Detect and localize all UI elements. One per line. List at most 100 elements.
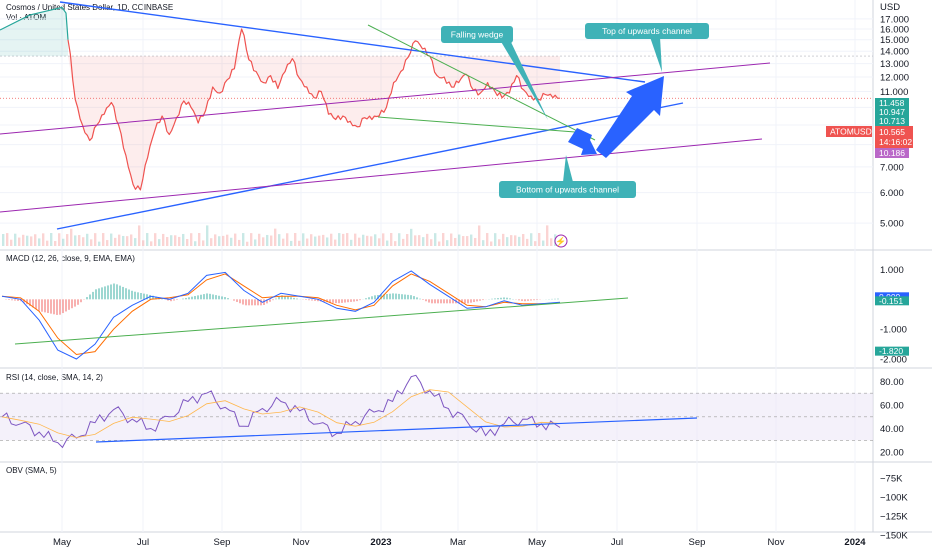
volume-bar [2,234,5,246]
volume-bar [290,240,293,246]
obv-y-tick: −150K [880,531,908,542]
macd-histogram-bar [161,298,163,300]
volume-bar [102,233,105,246]
macd-histogram-bar [500,297,502,300]
volume-bar [118,234,121,246]
volume-bar [366,235,369,246]
macd-histogram-bar [143,293,145,300]
wedge-upper-line [367,24,596,141]
volume-bar [418,235,421,246]
volume-bar [174,235,177,246]
callout-falling-wedge-pointer [500,40,548,120]
macd-histogram-bar [140,292,142,300]
volume-bar [414,235,417,246]
volume-bar [402,238,405,246]
volume-bar [346,233,349,246]
channel-bottom-line [0,138,763,213]
macd-histogram-bar [371,296,373,300]
macd-histogram-bar [341,299,343,303]
price-badge [875,148,909,158]
macd-histogram-bar [80,299,82,303]
volume-bar [502,233,505,246]
macd-histogram-bar [524,299,526,302]
down-arrow [568,128,597,155]
macd-histogram-bar [221,296,223,300]
volume-bar [30,236,33,246]
macd-histogram-bar [278,296,280,300]
macd-histogram-bar [242,299,244,305]
volume-bar [322,234,325,246]
volume-bar [442,233,445,246]
macd-histogram-bar [185,297,187,300]
macd-histogram-bar [119,285,121,300]
volume-bar [126,236,129,246]
volume-bar [286,233,289,246]
volume-bar [110,233,113,246]
price-area-above [0,7,68,57]
volume-bar [454,237,457,246]
macd-histogram-bar [53,299,55,315]
macd-histogram-bar [272,299,274,301]
macd-histogram-bar [191,296,193,300]
price-y-tick: 15.000 [880,35,909,46]
volume-bar [530,233,533,246]
macd-histogram-bar [257,299,259,306]
macd-histogram-bar [404,294,406,300]
volume-bar [426,233,429,246]
volume-bar [334,239,337,246]
macd-histogram-bar [203,294,205,300]
macd-badge [875,346,909,356]
callout-top-channel: Top of upwards channel [585,23,709,72]
macd-histogram-bar [137,292,139,300]
macd-histogram-bar [38,299,40,311]
macd-histogram-bar [32,299,34,308]
event-marker-glyph: ⚡ [555,236,566,248]
macd-histogram-bar [218,295,220,300]
volume-bar [66,234,69,246]
macd-histogram-bar [95,289,97,300]
volume-bar [462,236,465,246]
volume-bar [194,241,197,246]
price-badge [875,116,909,126]
macd-histogram-bar [401,294,403,300]
volume-bar [78,235,81,246]
macd-histogram-bar [29,299,31,306]
macd-histogram-bar [479,299,481,301]
obv-y-tick: −75K [880,474,903,485]
volume-bar [230,237,233,246]
volume-bar [294,233,297,246]
macd-histogram-bar [173,299,175,301]
volume-bar [458,234,461,246]
x-tick-label: 2023 [370,537,391,548]
volume-bar [14,233,17,246]
volume-bar [282,238,285,246]
macd-histogram-bar [41,299,43,312]
macd-histogram-bar [50,299,52,314]
volume-bar [26,235,29,246]
volume-bar [90,239,93,246]
macd-histogram-bar [188,297,190,300]
macd-histogram-bar [389,293,391,300]
macd-histogram-bar [467,299,469,304]
macd-histogram-bar [422,299,424,300]
volume-bar [330,233,333,246]
volume-bar [54,241,57,246]
volume-bar [150,241,153,246]
callout-bottom-channel-text: Bottom of upwards channel [516,185,619,195]
volume-bar [46,240,49,246]
macd-histogram-bar [392,293,394,300]
macd-histogram-bar [437,299,439,304]
volume-bar [146,233,149,246]
trendline-upper [59,1,646,83]
countdown-label: 14:16:02 [879,137,912,147]
volume-bar [238,239,241,246]
macd-histogram-bar [224,297,226,300]
macd-signal-line [1,273,561,356]
volume-bar [186,239,189,246]
macd-histogram-bar [209,293,211,300]
volume-bar [138,225,141,246]
x-tick-label: Nov [293,537,310,548]
volume-bar [158,239,161,246]
macd-histogram-bar [134,291,136,300]
